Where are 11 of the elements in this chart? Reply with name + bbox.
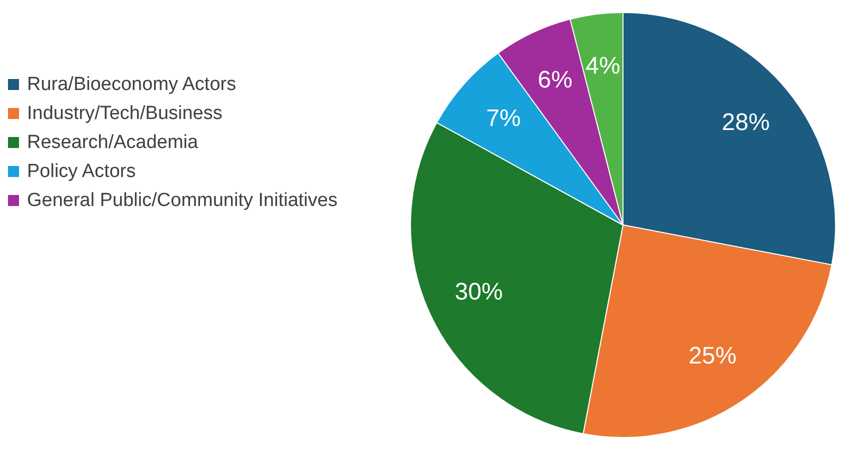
legend-label: Rura/Bioeconomy Actors (27, 74, 236, 96)
data-label: 25% (688, 342, 737, 370)
legend-label: Policy Actors (27, 160, 136, 182)
data-label: 28% (722, 109, 770, 136)
legend-label: Research/Academia (27, 132, 198, 154)
data-label: 6% (538, 66, 572, 94)
legend-label: Industry/Tech/Business (27, 102, 222, 124)
legend-label: General Public/Community Initiatives (27, 190, 338, 212)
data-label: 7% (486, 105, 521, 132)
data-label: 30% (454, 278, 503, 306)
data-label: 4% (586, 52, 620, 80)
